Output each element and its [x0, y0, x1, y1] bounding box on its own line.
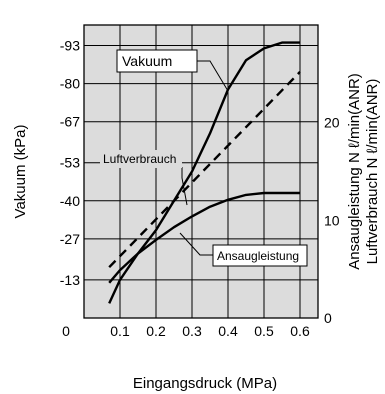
x-axis-title: Eingangsdruck (MPa): [133, 375, 277, 392]
series-label-ansaugleistung: Ansaugleistung: [217, 249, 299, 263]
y-right-tick-label: 0: [324, 310, 332, 326]
series-line-luftverbrauch: [108, 71, 301, 269]
x-tick-label: 0.3: [182, 323, 202, 339]
y-left-tick-label: -40: [60, 193, 80, 209]
series-layer: [108, 41, 301, 304]
series-label-luftverbrauch: Luftverbrauch: [103, 152, 176, 166]
label-box-vakuum: [116, 49, 198, 73]
label-box-ansaugleistung: [212, 244, 308, 267]
tick-labels: 0.1 0.2 0.3 0.4 0.5 0.6 0 -93 -80 -67 -53 -40 -27 -13…: [60, 38, 340, 339]
plot-frame: [83, 24, 319, 319]
y-left-tick-label: -93: [60, 38, 80, 54]
series-label-vakuum: Vakuum: [122, 53, 172, 69]
x-tick-label-zero: 0: [62, 323, 70, 339]
x-tick-label: 0.6: [290, 323, 310, 339]
series-line-vakuum: [108, 41, 300, 304]
y-right-axis-title-luftverbrauch: Luftverbrauch N ℓ/min(ANR): [364, 79, 381, 265]
annotation-leader-line: [179, 232, 213, 256]
x-tick-label: 0.2: [146, 323, 166, 339]
x-tick-label: 0.4: [218, 323, 238, 339]
y-left-tick-label: -27: [60, 231, 80, 247]
y-left-axis-title: Vakuum (kPa): [12, 125, 29, 219]
y-right-axis-title-ansaugleistung: Ansaugleistung N ℓ/min(ANR): [346, 73, 363, 270]
x-tick-label: 0.1: [110, 323, 130, 339]
annotation-leader-line: [181, 167, 188, 206]
y-left-tick-label: -13: [60, 272, 80, 288]
annotation-leaders: [179, 60, 229, 256]
y-left-tick-label: -80: [60, 76, 80, 92]
label-box-luftverbrauch: [100, 150, 182, 168]
series-line-ansaugleistung: [108, 191, 300, 284]
annotation-leader-line: [197, 60, 229, 92]
y-left-tick-label: -53: [60, 155, 80, 171]
y-left-tick-label: -67: [60, 114, 80, 130]
plot-area: [84, 25, 318, 318]
y-right-tick-label: 10: [324, 212, 340, 228]
x-tick-label: 0.5: [254, 323, 274, 339]
y-right-tick-label: 20: [324, 115, 340, 131]
